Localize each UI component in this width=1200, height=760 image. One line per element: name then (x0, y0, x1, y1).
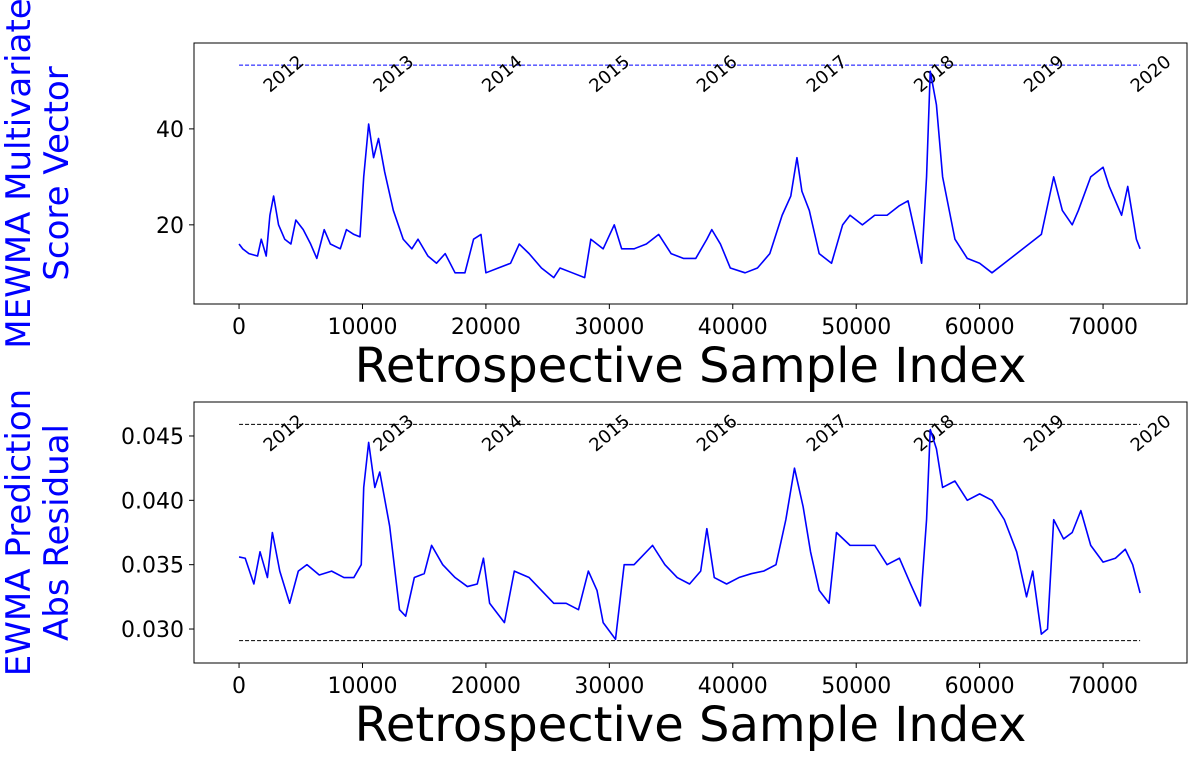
year-annotation: 2019 (1020, 411, 1069, 457)
year-annotation: 2014 (478, 51, 527, 97)
x-tick-label: 20000 (451, 674, 521, 699)
x-tick-label: 10000 (327, 674, 397, 699)
x-tick-label: 30000 (574, 315, 644, 340)
year-annotation: 2014 (478, 411, 527, 457)
x-tick-label: 50000 (821, 315, 891, 340)
x-tick-label: 10000 (327, 315, 397, 340)
x-tick-label: 30000 (574, 674, 644, 699)
y-tick-label: 20 (156, 214, 184, 239)
x-tick-label: 70000 (1068, 315, 1138, 340)
plot-frame (193, 401, 1188, 664)
y-axis-label: Score Vector (37, 66, 77, 280)
y-axis-label: Abs Residual (37, 424, 77, 641)
data-line (238, 428, 1141, 641)
x-tick-label: 40000 (698, 674, 768, 699)
year-annotation: 2015 (585, 411, 634, 457)
y-tick-label: 0.035 (121, 554, 184, 579)
year-annotation: 2020 (1127, 51, 1176, 97)
x-axis-label: Retrospective Sample Index (355, 697, 1027, 753)
year-annotation: 2012 (260, 411, 309, 457)
y-axis-label: EWMA Prediction (0, 389, 39, 676)
y-axis-label: MEWMA Multivariate (0, 0, 39, 349)
year-annotation: 2016 (693, 411, 742, 457)
year-annotation: 2017 (803, 51, 852, 97)
year-annotation: 2020 (1127, 411, 1176, 457)
year-annotation: 2018 (910, 411, 959, 457)
y-tick-label: 0.045 (121, 425, 184, 450)
x-tick-label: 60000 (945, 674, 1015, 699)
x-tick-label: 0 (232, 674, 246, 699)
year-annotation: 2013 (369, 51, 418, 97)
year-annotation: 2015 (585, 51, 634, 97)
data-line (238, 70, 1141, 279)
plot-frame (193, 42, 1188, 305)
y-tick-label: 0.040 (121, 489, 184, 514)
x-tick-label: 20000 (451, 315, 521, 340)
year-annotation: 2017 (803, 411, 852, 457)
x-axis-label: Retrospective Sample Index (355, 338, 1027, 394)
y-tick-label: 0.030 (121, 618, 184, 643)
x-tick-label: 60000 (945, 315, 1015, 340)
x-tick-label: 70000 (1068, 674, 1138, 699)
year-annotation: 2013 (369, 411, 418, 457)
year-annotation: 2012 (260, 51, 309, 97)
year-annotation: 2016 (693, 51, 742, 97)
y-tick-label: 40 (156, 118, 184, 143)
year-annotation: 2019 (1020, 51, 1069, 97)
x-tick-label: 0 (232, 315, 246, 340)
x-tick-label: 40000 (698, 315, 768, 340)
x-tick-label: 50000 (821, 674, 891, 699)
